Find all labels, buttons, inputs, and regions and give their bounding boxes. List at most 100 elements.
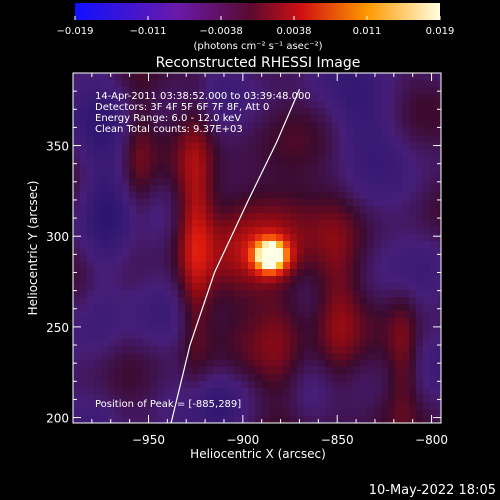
- heatmap-cell: [101, 220, 109, 228]
- heatmap-cell: [178, 332, 186, 340]
- heatmap-cell: [136, 178, 144, 186]
- heatmap-cell: [80, 157, 88, 165]
- heatmap-cell: [255, 150, 263, 158]
- heatmap-cell: [157, 94, 165, 102]
- heatmap-cell: [136, 269, 144, 277]
- heatmap-cell: [388, 388, 396, 396]
- heatmap-cell: [73, 402, 81, 410]
- y-tick-label: 350: [46, 140, 69, 154]
- heatmap-cell: [80, 339, 88, 347]
- heatmap-cell: [164, 213, 172, 221]
- heatmap-cell: [87, 283, 95, 291]
- heatmap-cell: [171, 150, 179, 158]
- heatmap-cell: [164, 353, 172, 361]
- heatmap-cell: [262, 108, 270, 116]
- heatmap-cell: [192, 192, 200, 200]
- heatmap-cell: [87, 178, 95, 186]
- heatmap-cell: [150, 290, 158, 298]
- heatmap-cell: [290, 388, 298, 396]
- heatmap-cell: [367, 220, 375, 228]
- heatmap-cell: [276, 395, 284, 403]
- heatmap-cell: [129, 346, 137, 354]
- heatmap-cell: [241, 220, 249, 228]
- heatmap-cell: [346, 381, 354, 389]
- heatmap-cell: [192, 101, 200, 109]
- heatmap-cell: [262, 185, 270, 193]
- heatmap-cell: [108, 325, 116, 333]
- heatmap-cell: [73, 353, 81, 361]
- heatmap-cell: [192, 311, 200, 319]
- heatmap-cell: [94, 262, 102, 270]
- heatmap-cell: [367, 143, 375, 151]
- heatmap-cell: [87, 206, 95, 214]
- heatmap-cell: [346, 136, 354, 144]
- heatmap-cell: [234, 269, 242, 277]
- heatmap-cell: [94, 283, 102, 291]
- heatmap-cell: [346, 318, 354, 326]
- heatmap-cell: [255, 185, 263, 193]
- annotation-total-counts: Clean Total counts: 9.37E+03: [95, 124, 243, 135]
- heatmap-cell: [94, 381, 102, 389]
- heatmap-cell: [150, 150, 158, 158]
- heatmap-cell: [143, 255, 151, 263]
- heatmap-cell: [129, 283, 137, 291]
- heatmap-cell: [360, 87, 368, 95]
- heatmap-cell: [297, 108, 305, 116]
- heatmap-cell: [311, 388, 319, 396]
- heatmap-cell: [213, 374, 221, 382]
- heatmap-cell: [157, 234, 165, 242]
- heatmap-cell: [423, 311, 431, 319]
- heatmap-cell: [122, 381, 130, 389]
- heatmap-cell: [332, 178, 340, 186]
- heatmap-cell: [206, 374, 214, 382]
- heatmap-cell: [367, 255, 375, 263]
- heatmap-cell: [402, 185, 410, 193]
- heatmap-cell: [318, 388, 326, 396]
- heatmap-cell: [73, 276, 81, 284]
- heatmap-cell: [199, 360, 207, 368]
- heatmap-cell: [248, 255, 256, 263]
- heatmap-cell: [262, 318, 270, 326]
- heatmap-cell: [178, 101, 186, 109]
- heatmap-cell: [262, 374, 270, 382]
- heatmap-cell: [297, 255, 305, 263]
- heatmap-cell: [136, 409, 144, 417]
- heatmap-cell: [220, 409, 228, 417]
- heatmap-cell: [234, 101, 242, 109]
- heatmap-cell: [101, 346, 109, 354]
- heatmap-cell: [213, 129, 221, 137]
- heatmap-cell: [178, 276, 186, 284]
- heatmap-cell: [192, 360, 200, 368]
- heatmap-cell: [199, 269, 207, 277]
- heatmap-cell: [374, 416, 382, 423]
- heatmap-cell: [353, 381, 361, 389]
- heatmap-cell: [339, 381, 347, 389]
- heatmap-cell: [122, 150, 130, 158]
- heatmap-cell: [150, 108, 158, 116]
- heatmap-cell: [94, 304, 102, 312]
- heatmap-cell: [94, 339, 102, 347]
- heatmap-cell: [423, 171, 431, 179]
- heatmap-cell: [213, 213, 221, 221]
- heatmap-cell: [437, 255, 441, 263]
- heatmap-cell: [157, 311, 165, 319]
- heatmap-cell: [157, 73, 165, 81]
- heatmap-cell: [416, 122, 424, 130]
- heatmap-cell: [283, 339, 291, 347]
- heatmap-cell: [430, 206, 438, 214]
- heatmap-cell: [283, 283, 291, 291]
- heatmap-cell: [115, 164, 123, 172]
- heatmap-cell: [234, 353, 242, 361]
- heatmap-cell: [304, 171, 312, 179]
- heatmap-cell: [171, 290, 179, 298]
- heatmap-cell: [108, 276, 116, 284]
- heatmap-cell: [423, 234, 431, 242]
- heatmap-cell: [276, 304, 284, 312]
- heatmap-cell: [325, 129, 333, 137]
- heatmap-cell: [325, 283, 333, 291]
- heatmap-cell: [248, 220, 256, 228]
- heatmap-cell: [346, 388, 354, 396]
- heatmap-cell: [311, 101, 319, 109]
- heatmap-cell: [220, 381, 228, 389]
- heatmap-cell: [325, 290, 333, 298]
